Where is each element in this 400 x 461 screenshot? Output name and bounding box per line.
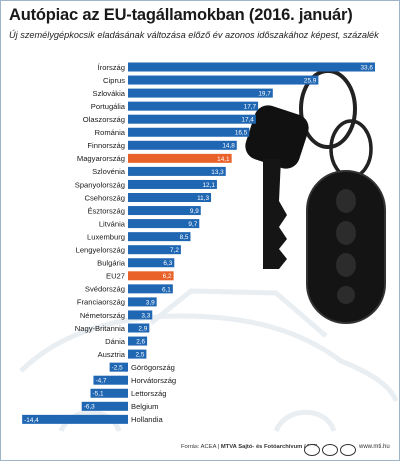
chart-subtitle: Új személygépkocsik eladásának változása… [9, 30, 379, 40]
category-label: Dánia [105, 337, 126, 346]
bar [128, 127, 250, 137]
bar [128, 336, 148, 346]
bar [128, 140, 237, 150]
bar [128, 193, 212, 202]
value-label: 3,3 [141, 312, 150, 319]
bar [128, 62, 375, 72]
value-label: 14,1 [217, 156, 230, 163]
category-label: Nagy-Britannia [75, 324, 126, 333]
bar [93, 375, 128, 385]
bar [128, 101, 259, 111]
value-label: -14,4 [24, 417, 39, 424]
value-label: 6,3 [163, 260, 172, 267]
category-label: Belgium [131, 402, 158, 411]
category-label: Portugália [91, 102, 126, 111]
bar [128, 166, 226, 176]
value-label: 7,2 [170, 247, 179, 254]
value-label: 2,6 [136, 338, 145, 345]
value-label: 2,9 [138, 325, 147, 332]
category-label: Finnország [87, 141, 125, 150]
bar [128, 297, 157, 307]
category-label: Litvánia [99, 219, 126, 228]
category-label: Spanyolország [75, 180, 125, 189]
category-label: EU27 [106, 272, 125, 281]
category-label: Ausztria [98, 350, 126, 359]
site-url: www.mti.hu [359, 444, 390, 450]
value-label: 19,7 [258, 91, 271, 98]
category-label: Szlovákia [93, 89, 126, 98]
category-label: Olaszország [83, 115, 125, 124]
value-label: 2,5 [135, 352, 144, 359]
category-label: Svédország [85, 285, 125, 294]
category-label: Írország [98, 63, 125, 72]
bar [22, 414, 128, 424]
category-label: Bulgária [97, 259, 126, 268]
source-agency: MTVA Sajtó- és Fotóarchívum / MTI [220, 444, 318, 450]
bar [128, 323, 150, 333]
category-label: Szlovénia [92, 167, 126, 176]
chart-title: Autópiac az EU-tagállamokban (2016. janu… [9, 6, 353, 24]
bar [128, 258, 175, 268]
mtva-logo-icon [322, 443, 338, 456]
bar [81, 401, 128, 411]
value-label: -2,5 [112, 365, 123, 372]
mti-logo-icon [304, 443, 320, 456]
value-label: 6,2 [163, 273, 172, 280]
category-label: Németország [80, 311, 125, 320]
category-label: Horvátország [131, 376, 176, 385]
bar [128, 114, 256, 124]
bar [128, 310, 153, 320]
bar [128, 271, 174, 281]
bar [90, 388, 128, 398]
bar [128, 206, 201, 216]
value-label: 14,8 [222, 143, 235, 150]
value-label: 17,7 [244, 104, 257, 111]
category-label: Csehország [84, 193, 125, 202]
source-note: Forrás: ACEA | MTVA Sajtó- és Fotóarchív… [181, 444, 317, 450]
bar [128, 219, 200, 229]
value-label: 12,1 [202, 182, 215, 189]
value-label: 25,9 [304, 77, 317, 84]
category-label: Románia [95, 128, 126, 137]
category-label: Ciprus [103, 76, 125, 85]
value-label: -6,3 [84, 404, 95, 411]
bar [128, 153, 232, 163]
bar [128, 75, 319, 85]
category-label: Hollandia [131, 415, 163, 424]
agency-logos [304, 441, 358, 459]
value-label: -4,7 [95, 378, 106, 385]
value-label: 9,7 [188, 221, 197, 228]
value-label: 33,6 [361, 64, 374, 71]
bar [128, 179, 217, 189]
category-label: Luxemburg [87, 232, 125, 241]
bar [128, 88, 273, 98]
value-label: -5,1 [93, 391, 104, 398]
value-label: 13,3 [211, 169, 224, 176]
value-label: 9,9 [190, 208, 199, 215]
category-label: Görögország [131, 363, 175, 372]
value-label: 3,9 [146, 299, 155, 306]
bar [128, 284, 173, 294]
bar [128, 349, 147, 359]
category-label: Franciaország [77, 298, 125, 307]
category-label: Lengyelország [76, 246, 125, 255]
category-label: Észtország [87, 206, 125, 215]
value-label: 8,5 [180, 234, 189, 241]
car-silhouette-icon [19, 288, 399, 433]
category-label: Lettország [131, 389, 166, 398]
source-prefix: Forrás: ACEA | [181, 444, 221, 450]
archive-logo-icon [340, 443, 356, 456]
category-label: Magyarország [77, 154, 125, 163]
value-label: 11,3 [197, 195, 209, 202]
value-label: 6,1 [162, 286, 171, 293]
bar [128, 232, 191, 242]
value-label: 16,5 [235, 130, 248, 137]
bar [109, 362, 128, 372]
car-key-icon [245, 69, 386, 324]
value-label: 17,4 [241, 117, 254, 124]
bar [128, 245, 181, 255]
